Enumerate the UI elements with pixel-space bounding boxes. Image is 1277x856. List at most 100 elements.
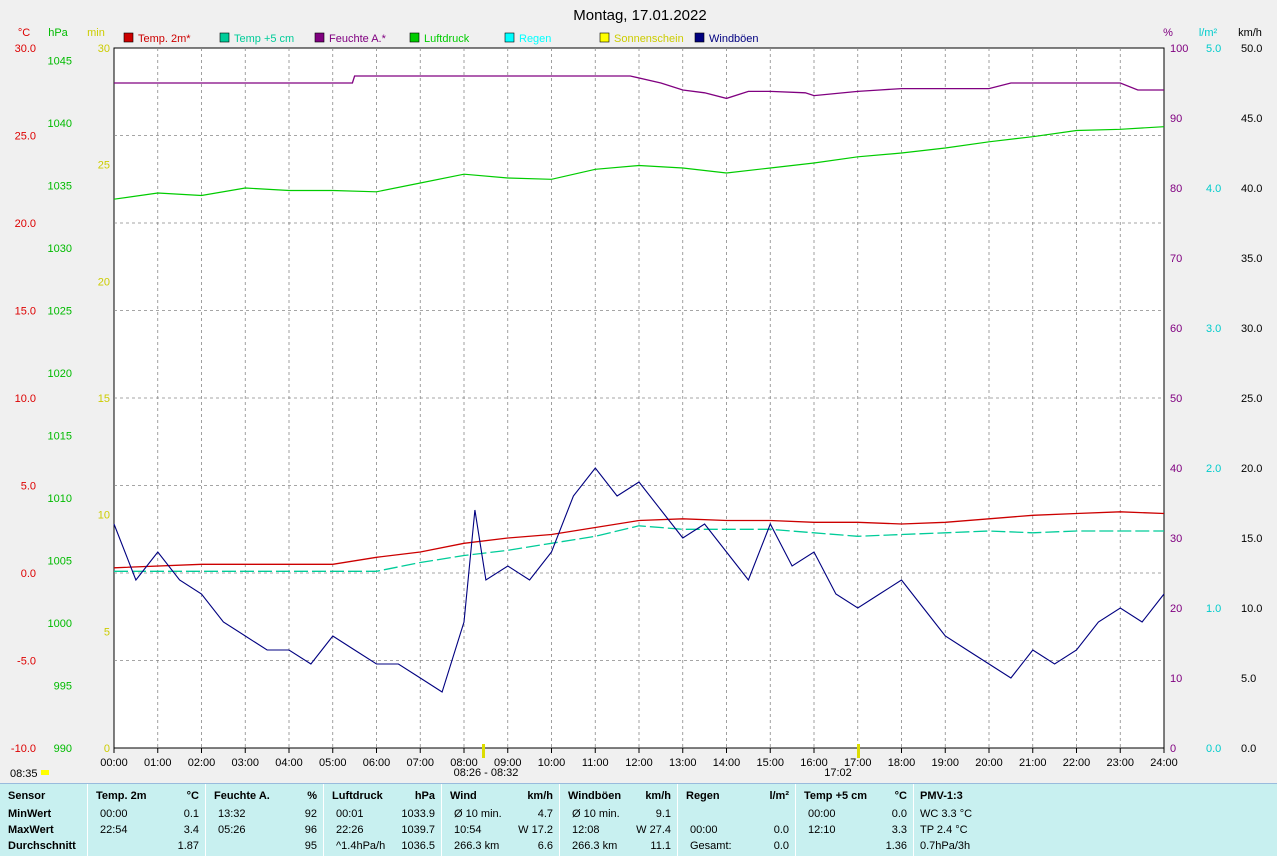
- legend-label: Feuchte A.*: [329, 33, 387, 45]
- hpa-tick-label: 1035: [48, 181, 72, 193]
- legend-swatch: [219, 32, 230, 43]
- temp-tick-label: 10.0: [15, 393, 36, 405]
- x-tick-label: 01:00: [144, 757, 172, 769]
- stats-time: 22:54: [100, 824, 128, 836]
- stats-col-luftdruck: Luftdruck hPa 00:01 22:26 ^1.4hPa/h 1033.9 103…: [324, 784, 442, 856]
- pct-tick-label: 30: [1170, 533, 1182, 545]
- x-tick-label: 09:00: [494, 757, 522, 769]
- x-tick-label: 17:00: [844, 757, 872, 769]
- stats-value: 1036.5: [401, 840, 435, 852]
- stats-unit: %: [307, 790, 317, 802]
- x-tick-label: 08:00: [450, 757, 478, 769]
- sunrise-marker: [482, 744, 485, 758]
- kmh-tick-label: 30.0: [1241, 323, 1262, 335]
- stats-time: 00:00: [808, 808, 836, 820]
- hpa-tick-label: 1010: [48, 493, 72, 505]
- x-tick-label: 12:00: [625, 757, 653, 769]
- stats-panel: Sensor MinWert MaxWert Durchschnitt Temp…: [0, 783, 1277, 856]
- x-tick-label: 20:00: [975, 757, 1003, 769]
- lm2-tick-label: 0.0: [1206, 743, 1221, 755]
- x-tick-label: 02:00: [188, 757, 216, 769]
- temp-tick-label: -5.0: [17, 656, 36, 668]
- weather-chart: Montag, 17.01.2022 00:00 01:00 02:00 03:00 0…: [10, 7, 1263, 780]
- pct-tick-label: 50: [1170, 393, 1182, 405]
- sunset-marker: [857, 744, 860, 758]
- sunset-label: 17:02: [824, 767, 852, 779]
- stats-row-label-min: MinWert: [8, 808, 52, 820]
- x-tick-label: 15:00: [756, 757, 784, 769]
- stats-value: 0.0: [891, 808, 907, 820]
- stats-value: W 17.2: [518, 824, 553, 836]
- kmh-tick-label: 35.0: [1241, 253, 1262, 265]
- kmh-tick-label: 40.0: [1241, 183, 1262, 195]
- kmh-tick-label: 25.0: [1241, 393, 1262, 405]
- x-tick-label: 06:00: [363, 757, 391, 769]
- stats-value: 96: [304, 824, 317, 836]
- x-tick-label: 18:00: [888, 757, 916, 769]
- legend-label: Regen: [519, 33, 551, 45]
- lm2-tick-label: 1.0: [1206, 603, 1221, 615]
- lm2-tick-label: 4.0: [1206, 183, 1221, 195]
- legend-swatch: [504, 32, 515, 43]
- hpa-tick-label: 1030: [48, 243, 72, 255]
- lm2-tick-label: 5.0: [1206, 43, 1221, 55]
- stats-sensor-col: Sensor MinWert MaxWert Durchschnitt: [0, 784, 88, 856]
- stats-time: 10:54: [454, 824, 482, 836]
- pct-tick-label: 40: [1170, 463, 1182, 475]
- stats-time: 12:08: [572, 824, 600, 836]
- legend-label: Sonnenschein: [614, 33, 684, 45]
- min-axis-unit: min: [87, 27, 105, 39]
- min-tick-label: 0: [104, 743, 110, 755]
- grid-lines: [114, 48, 1164, 748]
- x-tick-label: 24:00: [1150, 757, 1178, 769]
- legend: Temp. 2m* Temp +5 cm Feuchte A.* Luftdruck R…: [123, 32, 759, 45]
- stats-time: 05:26: [218, 824, 246, 836]
- stats-unit: hPa: [414, 790, 435, 802]
- min-tick-label: 30: [98, 43, 110, 55]
- x-tick-label: 19:00: [931, 757, 959, 769]
- hpa-axis-unit: hPa: [48, 27, 68, 39]
- x-tick-label: 10:00: [538, 757, 566, 769]
- stats-time: 12:10: [808, 824, 836, 836]
- pct-axis-unit: %: [1163, 27, 1173, 39]
- x-tick-label: 07:00: [406, 757, 434, 769]
- x-tick-label: 21:00: [1019, 757, 1047, 769]
- stats-value: 0.1: [183, 808, 199, 820]
- temp-tick-label: 15.0: [15, 306, 36, 318]
- legend-label: Temp +5 cm: [234, 33, 294, 45]
- stats-col-temp2m: Temp. 2m °C 00:00 22:54 0.1 3.4 1.87: [88, 784, 206, 856]
- stats-value: 4.7: [537, 808, 553, 820]
- stats-value: 3.4: [183, 824, 199, 836]
- min-tick-label: 25: [98, 160, 110, 172]
- kmh-tick-label: 10.0: [1241, 603, 1262, 615]
- hpa-tick-label: 1000: [48, 618, 72, 630]
- kmh-tick-label: 20.0: [1241, 463, 1262, 475]
- stats-row-label-max: MaxWert: [8, 824, 54, 836]
- stats-time: Gesamt:: [690, 840, 732, 852]
- hpa-tick-label: 1005: [48, 556, 72, 568]
- stats-time: Ø 10 min.: [454, 808, 502, 820]
- stats-unit: km/h: [527, 790, 553, 802]
- sunrise-range-label: 08:26 - 08:32: [454, 767, 519, 779]
- stats-sensor-header: Sensor: [8, 790, 46, 802]
- x-tick-label: 23:00: [1106, 757, 1134, 769]
- pct-tick-label: 20: [1170, 603, 1182, 615]
- legend-label: Temp. 2m*: [138, 33, 191, 45]
- stats-time: 266.3 km: [572, 840, 618, 852]
- stats-unit: °C: [186, 790, 199, 802]
- pct-tick-label: 80: [1170, 183, 1182, 195]
- stats-value: 11.1: [650, 840, 671, 852]
- series-line-3: [113, 126, 1165, 200]
- stats-time: 13:32: [218, 808, 246, 820]
- kmh-tick-label: 15.0: [1241, 533, 1262, 545]
- stats-header: Luftdruck: [332, 790, 383, 802]
- sunrise-symbol: [41, 770, 49, 775]
- axes: 00:00 01:00 02:00 03:00 04:00 05:00 06:00 07:00…: [11, 27, 1263, 769]
- temp-tick-label: -10.0: [11, 743, 36, 755]
- kmh-tick-label: 0.0: [1241, 743, 1256, 755]
- sun-markers: 08:35 08:26 - 08:32 17:02: [10, 744, 860, 780]
- stats-time: ^1.4hPa/h: [336, 840, 386, 852]
- stats-time: 22:26: [336, 824, 364, 836]
- legend-swatch: [694, 32, 705, 43]
- stats-col-boeen: Windböen km/h Ø 10 min. 12:08 266.3 km 9.1 W 2…: [560, 784, 678, 856]
